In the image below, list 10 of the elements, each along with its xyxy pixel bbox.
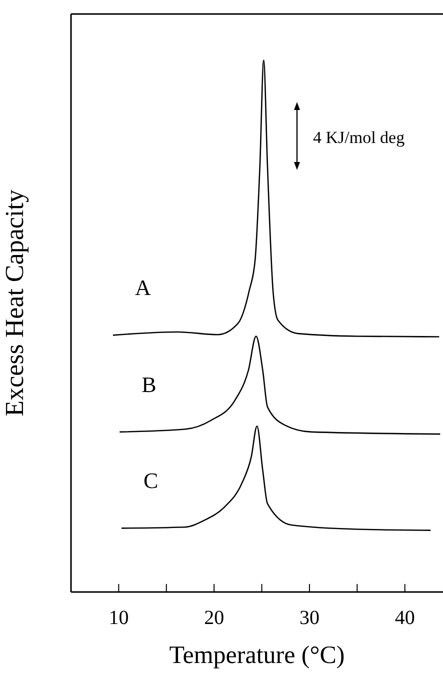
series-label: A bbox=[134, 275, 151, 300]
x-tick-label: 10 bbox=[108, 607, 129, 630]
series-label: B bbox=[142, 372, 156, 397]
x-tick-label: 20 bbox=[204, 607, 224, 630]
x-tick-label: 30 bbox=[299, 607, 320, 630]
annotation: 4 KJ/mol deg bbox=[313, 128, 405, 148]
x-axis-title: Temperature (°C) bbox=[169, 642, 345, 669]
series-label: C bbox=[144, 468, 158, 494]
y-axis-title: Excess Heat Capacity bbox=[0, 190, 30, 416]
x-tick-label: 40 bbox=[394, 607, 415, 630]
